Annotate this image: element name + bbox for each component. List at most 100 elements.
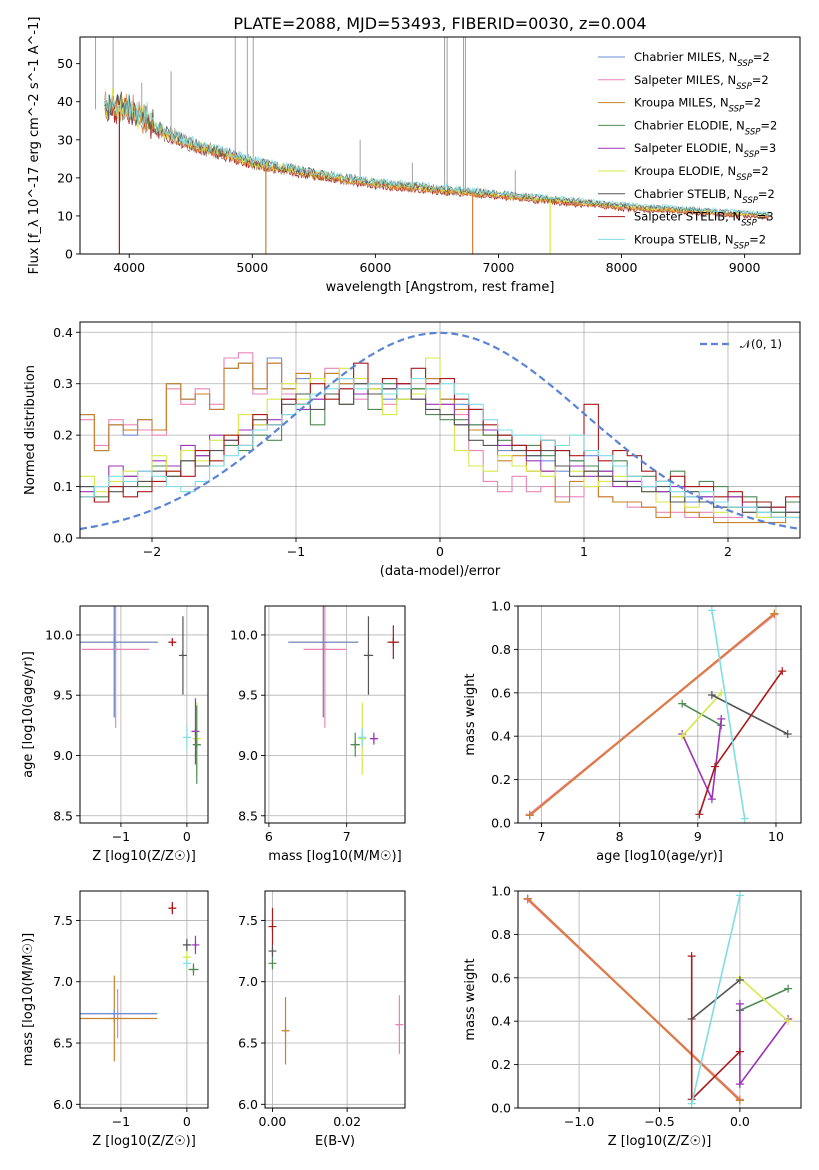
residuals-ylabel: Normed distribution: [23, 365, 38, 495]
mass_vs_Z-frame: [79, 890, 209, 1109]
age_vs_mass-xtick-label: 7: [343, 829, 351, 844]
spectrum-legend-label: Salpeter ELODIE, NSSP=3: [634, 141, 776, 160]
age_vs_Z-point-marker: [168, 638, 177, 647]
mass_vs_Z-panel: −1 0 6.0 6.5 7.0 7.5 Z [log10(Z/Z☉)] mass [log1…: [21, 890, 209, 1149]
age_vs_Z-ytick-label: 8.5: [53, 808, 73, 823]
spectrum-ylabel: Flux [f_λ 10^-17 erg cm^-2 s^-1 A^-1]: [27, 17, 42, 275]
weight_vs_Z-point-marker: [784, 1017, 793, 1026]
spectrum-legend-label: Kroupa ELODIE, NSSP=2: [634, 164, 769, 183]
age_vs_Z-point-marker: [191, 727, 200, 736]
weight_vs_Z-point-marker: [735, 999, 744, 1008]
weight_vs_Z-ytick-label: 0.8: [491, 927, 511, 942]
mass_vs_Z-xtick-label: 0: [183, 1114, 191, 1129]
spectrum-model-line: [104, 93, 770, 217]
spectrum-legend-label: Kroupa MILES, NSSP=2: [634, 96, 761, 115]
age_vs_Z-xtick-label: 0: [183, 829, 191, 844]
age_vs_Z-ytick-label: 10.0: [45, 627, 73, 642]
weight_vs_age-xtick-label: 8: [616, 829, 624, 844]
mass_vs_ebv-xtick-label: 0.00: [259, 1114, 287, 1129]
mass_vs_Z-ytick-label: 7.5: [53, 913, 73, 928]
weight_vs_age-point-marker: [707, 690, 716, 699]
spectrum-ytick-label: 40: [57, 94, 73, 109]
weight_vs_age-point-marker: [711, 762, 720, 771]
mass_vs_ebv-xtick-label: 0.02: [333, 1114, 361, 1129]
weight_vs_Z-point-marker: [735, 1047, 744, 1056]
weight_vs_Z-ytick-label: 0.2: [491, 1057, 511, 1072]
weight_vs_age-ytick-label: 0.6: [491, 685, 511, 700]
weight_vs_Z-point-marker: [735, 891, 744, 900]
residuals-xtick-label: 2: [724, 544, 732, 559]
spectrum-frame: [79, 36, 801, 255]
normal-curve-line: [80, 331, 800, 531]
mass_vs_ebv-ytick-label: 6.5: [238, 1036, 258, 1051]
age_vs_mass-panel: 6 7 8.5 9.0 9.5 10.0 mass [log10(M/M☉)]: [230, 605, 406, 864]
weight_vs_age-point-marker: [707, 795, 716, 804]
spectrum-xtick-label: 5000: [236, 260, 268, 275]
age_vs_mass-point-marker: [358, 733, 367, 742]
spectrum-xtick-label: 7000: [483, 260, 515, 275]
weight_vs_age-ytick-label: 0.0: [491, 816, 511, 831]
weight_vs_Z-series-line: [526, 897, 741, 1102]
mass_vs_Z-ytick-label: 6.5: [53, 1036, 73, 1051]
residuals-xtick-label: 1: [580, 544, 588, 559]
mass_vs_ebv-ytick-label: 7.0: [238, 974, 258, 989]
age_vs_mass-point-marker: [369, 734, 378, 743]
weight_vs_Z-point-marker: [687, 952, 696, 961]
weight_vs_Z-ylabel: mass weight: [463, 958, 478, 1040]
age_vs_mass-xlabel: mass [log10(M/M☉)]: [268, 849, 401, 864]
mass_vs_ebv-plot-area: [268, 908, 404, 1065]
weight_vs_Z-point-marker: [523, 894, 532, 903]
weight_vs_Z-xtick-label: −1.0: [564, 1114, 594, 1129]
mass_vs_Z-point-marker: [191, 940, 200, 949]
mass_vs_Z-plot-area: [80, 902, 200, 1062]
weight_vs_Z-panel: −1.0 −0.5 0.0 0.0 0.2 0.4 0.6 0.8 1.0 Z [log10(Z/…: [463, 884, 802, 1149]
age_vs_mass-plot-area: [288, 606, 400, 775]
weight_vs_age-series-line: [711, 694, 789, 735]
spectrum-model-line: [104, 94, 770, 222]
age_vs_Z-point-marker: [110, 638, 119, 647]
weight_vs_Z-series-line: [739, 977, 789, 1022]
figure-title: PLATE=2088, MJD=53493, FIBERID=0030, z=0…: [233, 14, 646, 33]
weight_vs_Z-xtick-label: 0.0: [730, 1114, 750, 1129]
spectrum-ytick-label: 10: [57, 208, 73, 223]
spectrum-xtick-label: 9000: [729, 260, 761, 275]
mass_vs_Z-xlabel: Z [log10(Z/Z☉)]: [92, 1134, 196, 1149]
weight_vs_age-xtick-label: 10: [768, 829, 784, 844]
mass_vs_ebv-panel: 0.00 0.02 6.0 6.5 7.0 7.5 E(B-V): [238, 890, 406, 1149]
mass_vs_ebv-ytick-label: 6.0: [238, 1097, 258, 1112]
weight_vs_Z-point-marker: [784, 984, 793, 993]
weight_vs_age-point-marker: [740, 814, 749, 823]
weight_vs_age-frame: [517, 605, 802, 824]
age_vs_Z-ylabel: age [log10(age/yr)]: [21, 651, 36, 778]
residuals-ytick-label: 0.2: [53, 428, 73, 443]
spectrum-ytick-label: 50: [57, 56, 73, 71]
normal-legend-label: 𝒩(0, 1): [740, 337, 782, 351]
weight_vs_Z-ytick-label: 1.0: [491, 884, 511, 899]
spectrum-ytick-label: 0: [65, 247, 73, 262]
weight_vs_age-ytick-label: 0.2: [491, 772, 511, 787]
age_vs_Z-ytick-label: 9.0: [53, 748, 73, 763]
mass_vs_ebv-point-marker: [268, 947, 277, 956]
residuals-xtick-label: 0: [436, 544, 444, 559]
mass_vs_ebv-point-marker: [281, 1026, 290, 1035]
weight_vs_Z-series-line: [690, 895, 741, 1104]
weight_vs_Z-ytick-label: 0.6: [491, 970, 511, 985]
weight_vs_age-ylabel: mass weight: [463, 673, 478, 755]
spectrum-panel: 4000 5000 6000 7000 8000 9000 0 10 20 30 40 50 wavel…: [27, 17, 801, 295]
mass_vs_ebv-xlabel: E(B-V): [315, 1134, 355, 1149]
age_vs_Z-point-marker: [111, 645, 120, 654]
age_vs_Z-xlabel: Z [log10(Z/Z☉)]: [92, 849, 196, 864]
mass_vs_Z-point-marker: [189, 965, 198, 974]
spectrum-plot-area: [95, 37, 770, 254]
age_vs_Z-xtick-label: −1: [112, 829, 130, 844]
spectrum-legend-label: Chabrier MILES, NSSP=2: [634, 50, 770, 69]
age_vs_mass-point-marker: [364, 651, 373, 660]
age_vs_Z-point-marker: [182, 733, 191, 742]
spectrum-ytick-label: 30: [57, 132, 73, 147]
residuals-ytick-label: 0.3: [53, 376, 73, 391]
weight_vs_Z-plot-area: [523, 891, 793, 1108]
age_vs_mass-point-marker: [319, 638, 328, 647]
mass_vs_ebv-ytick-label: 7.5: [238, 913, 258, 928]
mass_vs_Z-ytick-label: 7.0: [53, 974, 73, 989]
weight_vs_age-series-line: [529, 612, 776, 817]
